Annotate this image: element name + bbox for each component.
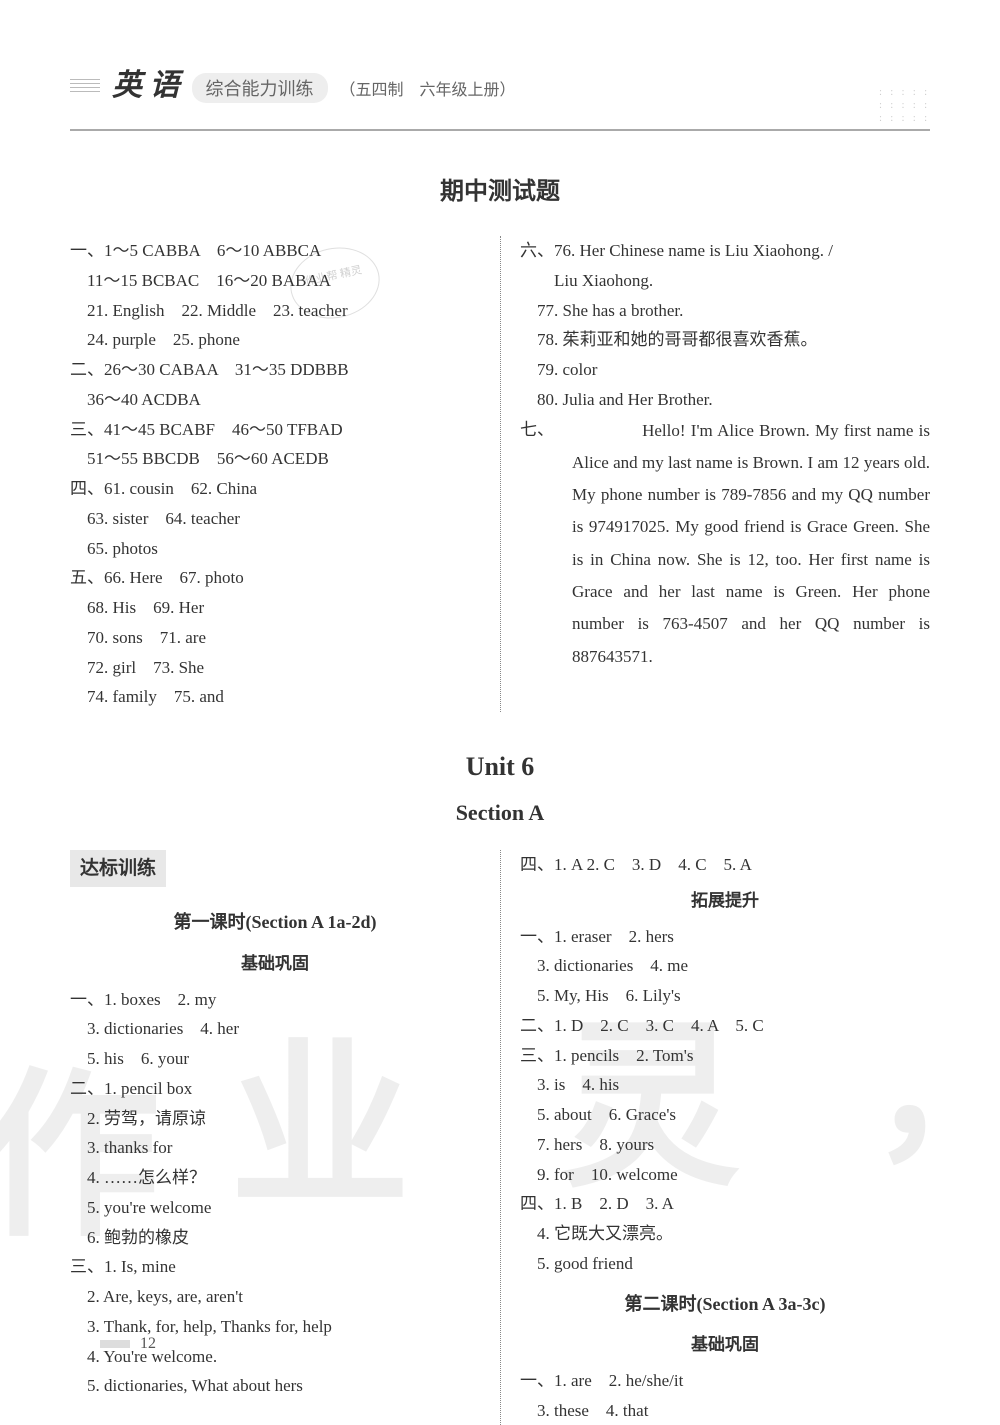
answer-line: 77. She has a brother. [520, 296, 930, 326]
answer-line: 3. is 4. his [520, 1070, 930, 1100]
midterm-left-col: 一、1～5 CABBA 6～10 ABBCA 11～15 BCBAC 16～20… [70, 236, 480, 712]
answer-line: 三、1. Is, mine [70, 1252, 480, 1282]
answer-line: 6. 鲍勃的橡皮 [70, 1223, 480, 1253]
answer-line: 11～15 BCBAC 16～20 BABAA [70, 266, 480, 296]
answer-line: 2. 劳驾，请原谅 [70, 1104, 480, 1134]
answer-line: 4. ……怎么样？ [70, 1163, 480, 1193]
column-divider [500, 236, 501, 712]
answer-line: 5. dictionaries, What about hers [70, 1371, 480, 1401]
answer-line: 5. his 6. your [70, 1044, 480, 1074]
book-sub: （五四制 六年级上册） [340, 76, 516, 100]
answer-line: 一、1. are 2. he/she/it [520, 1366, 930, 1396]
answer-line: 72. girl 73. She [70, 653, 480, 683]
answer-line: 二、1. D 2. C 3. C 4. A 5. C [520, 1011, 930, 1041]
midterm-title: 期中测试题 [70, 171, 930, 206]
answer-line: 四、61. cousin 62. China [70, 474, 480, 504]
answer-line: 70. sons 71. are [70, 623, 480, 653]
lesson1-title: 第一课时(Section A 1a-2d) [70, 907, 480, 939]
answer-line: 4. 它既大又漂亮。 [520, 1219, 930, 1249]
book-title: 综合能力训练 [192, 73, 328, 103]
answer-line: 3. dictionaries 4. her [70, 1014, 480, 1044]
answer-line: 7. hers 8. yours [520, 1130, 930, 1160]
answer-line: 24. purple 25. phone [70, 325, 480, 355]
page-number-bar [100, 1340, 130, 1348]
answer-line: 65. photos [70, 534, 480, 564]
answer-line: 3. dictionaries 4. me [520, 951, 930, 981]
answer-line: Liu Xiaohong. [520, 266, 930, 296]
answer-line: 二、26～30 CABAA 31～35 DDBBB [70, 355, 480, 385]
answer-line: 三、1. pencils 2. Tom's [520, 1041, 930, 1071]
answer-line: 78. 茱莉亚和她的哥哥都很喜欢香蕉。 [520, 325, 930, 355]
answer-line: 36～40 ACDBA [70, 385, 480, 415]
answer-line: 9. for 10. welcome [520, 1160, 930, 1190]
page-header: 英 语 综合能力训练 （五四制 六年级上册） : : : : : : : : :… [70, 60, 930, 131]
answer-line: 5. good friend [520, 1249, 930, 1279]
lesson2-title: 第二课时(Section A 3a-3c) [520, 1289, 930, 1321]
subject-label: 英 语 [112, 60, 180, 104]
midterm-right-col: 六、76. Her Chinese name is Liu Xiaohong. … [520, 236, 930, 712]
training-heading: 达标训练 [70, 850, 166, 887]
answer-line: 5. you're welcome [70, 1193, 480, 1223]
header-rule-lines [70, 79, 100, 95]
answer-line: 51～55 BBCDB 56～60 ACEDB [70, 444, 480, 474]
unit-title: Unit 6 [70, 752, 930, 782]
basic2-heading: 基础巩固 [520, 1330, 930, 1360]
answer-line: 一、1～5 CABBA 6～10 ABBCA [70, 236, 480, 266]
answer-line: 74. family 75. and [70, 682, 480, 712]
answer-line: 四、1. A 2. C 3. D 4. C 5. A [520, 850, 930, 880]
answer-line: 79. color [520, 355, 930, 385]
basic-heading-left: 基础巩固 [70, 949, 480, 979]
unit-right-col: 四、1. A 2. C 3. D 4. C 5. A 拓展提升 一、1. era… [520, 850, 930, 1425]
answer-line: 3. thanks for [70, 1133, 480, 1163]
page-number-value: 12 [140, 1335, 156, 1352]
essay-label: 七、 [520, 415, 572, 673]
section-title: Section A [70, 800, 930, 826]
expand-heading: 拓展提升 [520, 886, 930, 916]
answer-line: 63. sister 64. teacher [70, 504, 480, 534]
answer-line: 二、1. pencil box [70, 1074, 480, 1104]
header-dots: : : : : : : : : : : : : : : : [879, 86, 930, 125]
answer-line: 五、66. Here 67. photo [70, 563, 480, 593]
essay-text: Hello! I'm Alice Brown. My first name is… [572, 415, 930, 673]
answer-line: 68. His 69. Her [70, 593, 480, 623]
answer-line: 六、76. Her Chinese name is Liu Xiaohong. … [520, 236, 930, 266]
midterm-columns: 一、1～5 CABBA 6～10 ABBCA 11～15 BCBAC 16～20… [70, 236, 930, 712]
answer-line: 21. English 22. Middle 23. teacher [70, 296, 480, 326]
unit-columns: 达标训练 第一课时(Section A 1a-2d) 基础巩固 一、1. box… [70, 850, 930, 1425]
answer-line: 一、1. eraser 2. hers [520, 922, 930, 952]
answer-line: 四、1. B 2. D 3. A [520, 1189, 930, 1219]
answer-line: 三、41～45 BCABF 46～50 TFBAD [70, 415, 480, 445]
answer-line: 2. Are, keys, are, aren't [70, 1282, 480, 1312]
page-number: 12 [100, 1335, 156, 1353]
answer-line: 5. My, His 6. Lily's [520, 981, 930, 1011]
answer-line: 5. about 6. Grace's [520, 1100, 930, 1130]
column-divider-2 [500, 850, 501, 1425]
answer-line: 3. these 4. that [520, 1396, 930, 1425]
answer-line: 80. Julia and Her Brother. [520, 385, 930, 415]
answer-line: 一、1. boxes 2. my [70, 985, 480, 1015]
